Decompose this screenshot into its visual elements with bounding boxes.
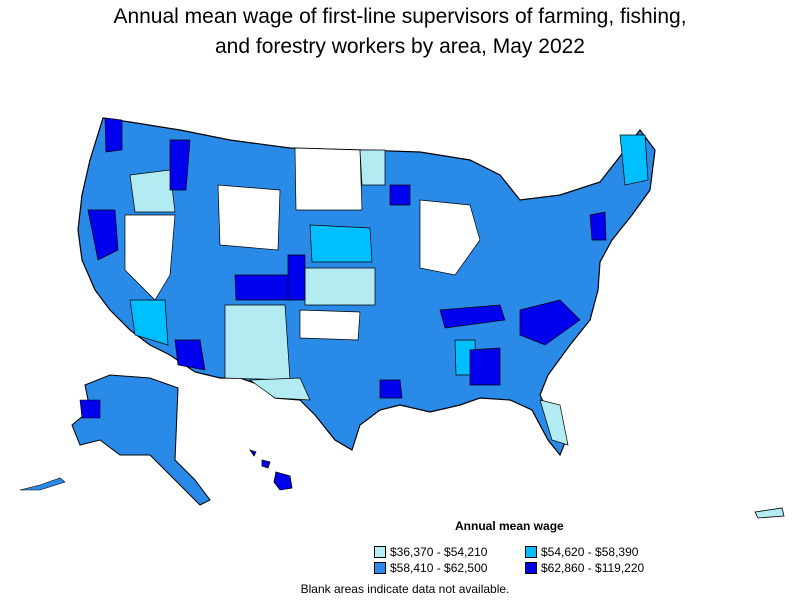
region-dark-colorado-east [287, 254, 306, 301]
region-dark-washington [104, 117, 123, 153]
region-light-kansas [304, 267, 376, 306]
legend-label-3: $58,410 - $62,500 [390, 561, 488, 575]
title-line-2: and forestry workers by area, May 2022 [214, 35, 585, 58]
legend-swatch-4 [525, 562, 537, 574]
region-dark-colorado [234, 274, 293, 301]
blank-areas-note: Blank areas indicate data not available. [300, 582, 510, 596]
blank-area-oklahoma [299, 309, 361, 341]
hawaii-islands [249, 449, 293, 491]
blank-area-dakotas [294, 147, 363, 211]
legend-swatch-2 [525, 546, 537, 558]
region-dark-alabama [469, 347, 501, 386]
legend-title: Annual mean wage [455, 519, 564, 533]
alaska-outline [71, 374, 211, 506]
region-light-idaho [129, 169, 176, 213]
legend-swatch-1 [374, 546, 386, 558]
legend-item-4: $62,860 - $119,220 [525, 561, 644, 575]
region-light-northdakota [359, 149, 386, 186]
legend-item-2: $54,620 - $58,390 [525, 545, 638, 559]
blank-area-wyoming [217, 184, 281, 251]
region-dark-arizona-south [174, 339, 206, 371]
us-wage-map [19, 117, 785, 519]
region-dark-california [87, 209, 119, 261]
region-light-texas-west [248, 377, 311, 401]
alaska-dark-area [79, 399, 101, 419]
region-cyan-arizona [129, 299, 169, 346]
legend-item-3: $58,410 - $62,500 [374, 561, 487, 575]
region-dark-minnesota [389, 184, 411, 206]
title-line-1: Annual mean wage of first-line superviso… [113, 5, 687, 28]
map-title: Annual mean wage of first-line superviso… [0, 2, 800, 62]
region-dark-appalachia [439, 304, 506, 329]
legend-swatch-3 [374, 562, 386, 574]
region-dark-newjersey [589, 211, 607, 241]
region-light-newmexico [224, 304, 291, 381]
blank-area-nevada [124, 214, 176, 301]
region-light-florida [539, 399, 569, 446]
puerto-rico [754, 507, 785, 519]
alaska-islands [19, 477, 66, 491]
region-dark-idaho-panhandle [169, 139, 191, 191]
region-dark-louisiana [379, 379, 403, 399]
region-cyan-maine [619, 134, 649, 186]
region-dark-carolinas [519, 299, 581, 346]
legend-label-4: $62,860 - $119,220 [541, 561, 645, 575]
region-cyan-nebraska [309, 224, 373, 263]
legend-label-1: $36,370 - $54,210 [390, 545, 488, 559]
legend-item-1: $36,370 - $54,210 [374, 545, 487, 559]
blank-area-midwest [419, 199, 481, 276]
legend-label-2: $54,620 - $58,390 [541, 545, 639, 559]
